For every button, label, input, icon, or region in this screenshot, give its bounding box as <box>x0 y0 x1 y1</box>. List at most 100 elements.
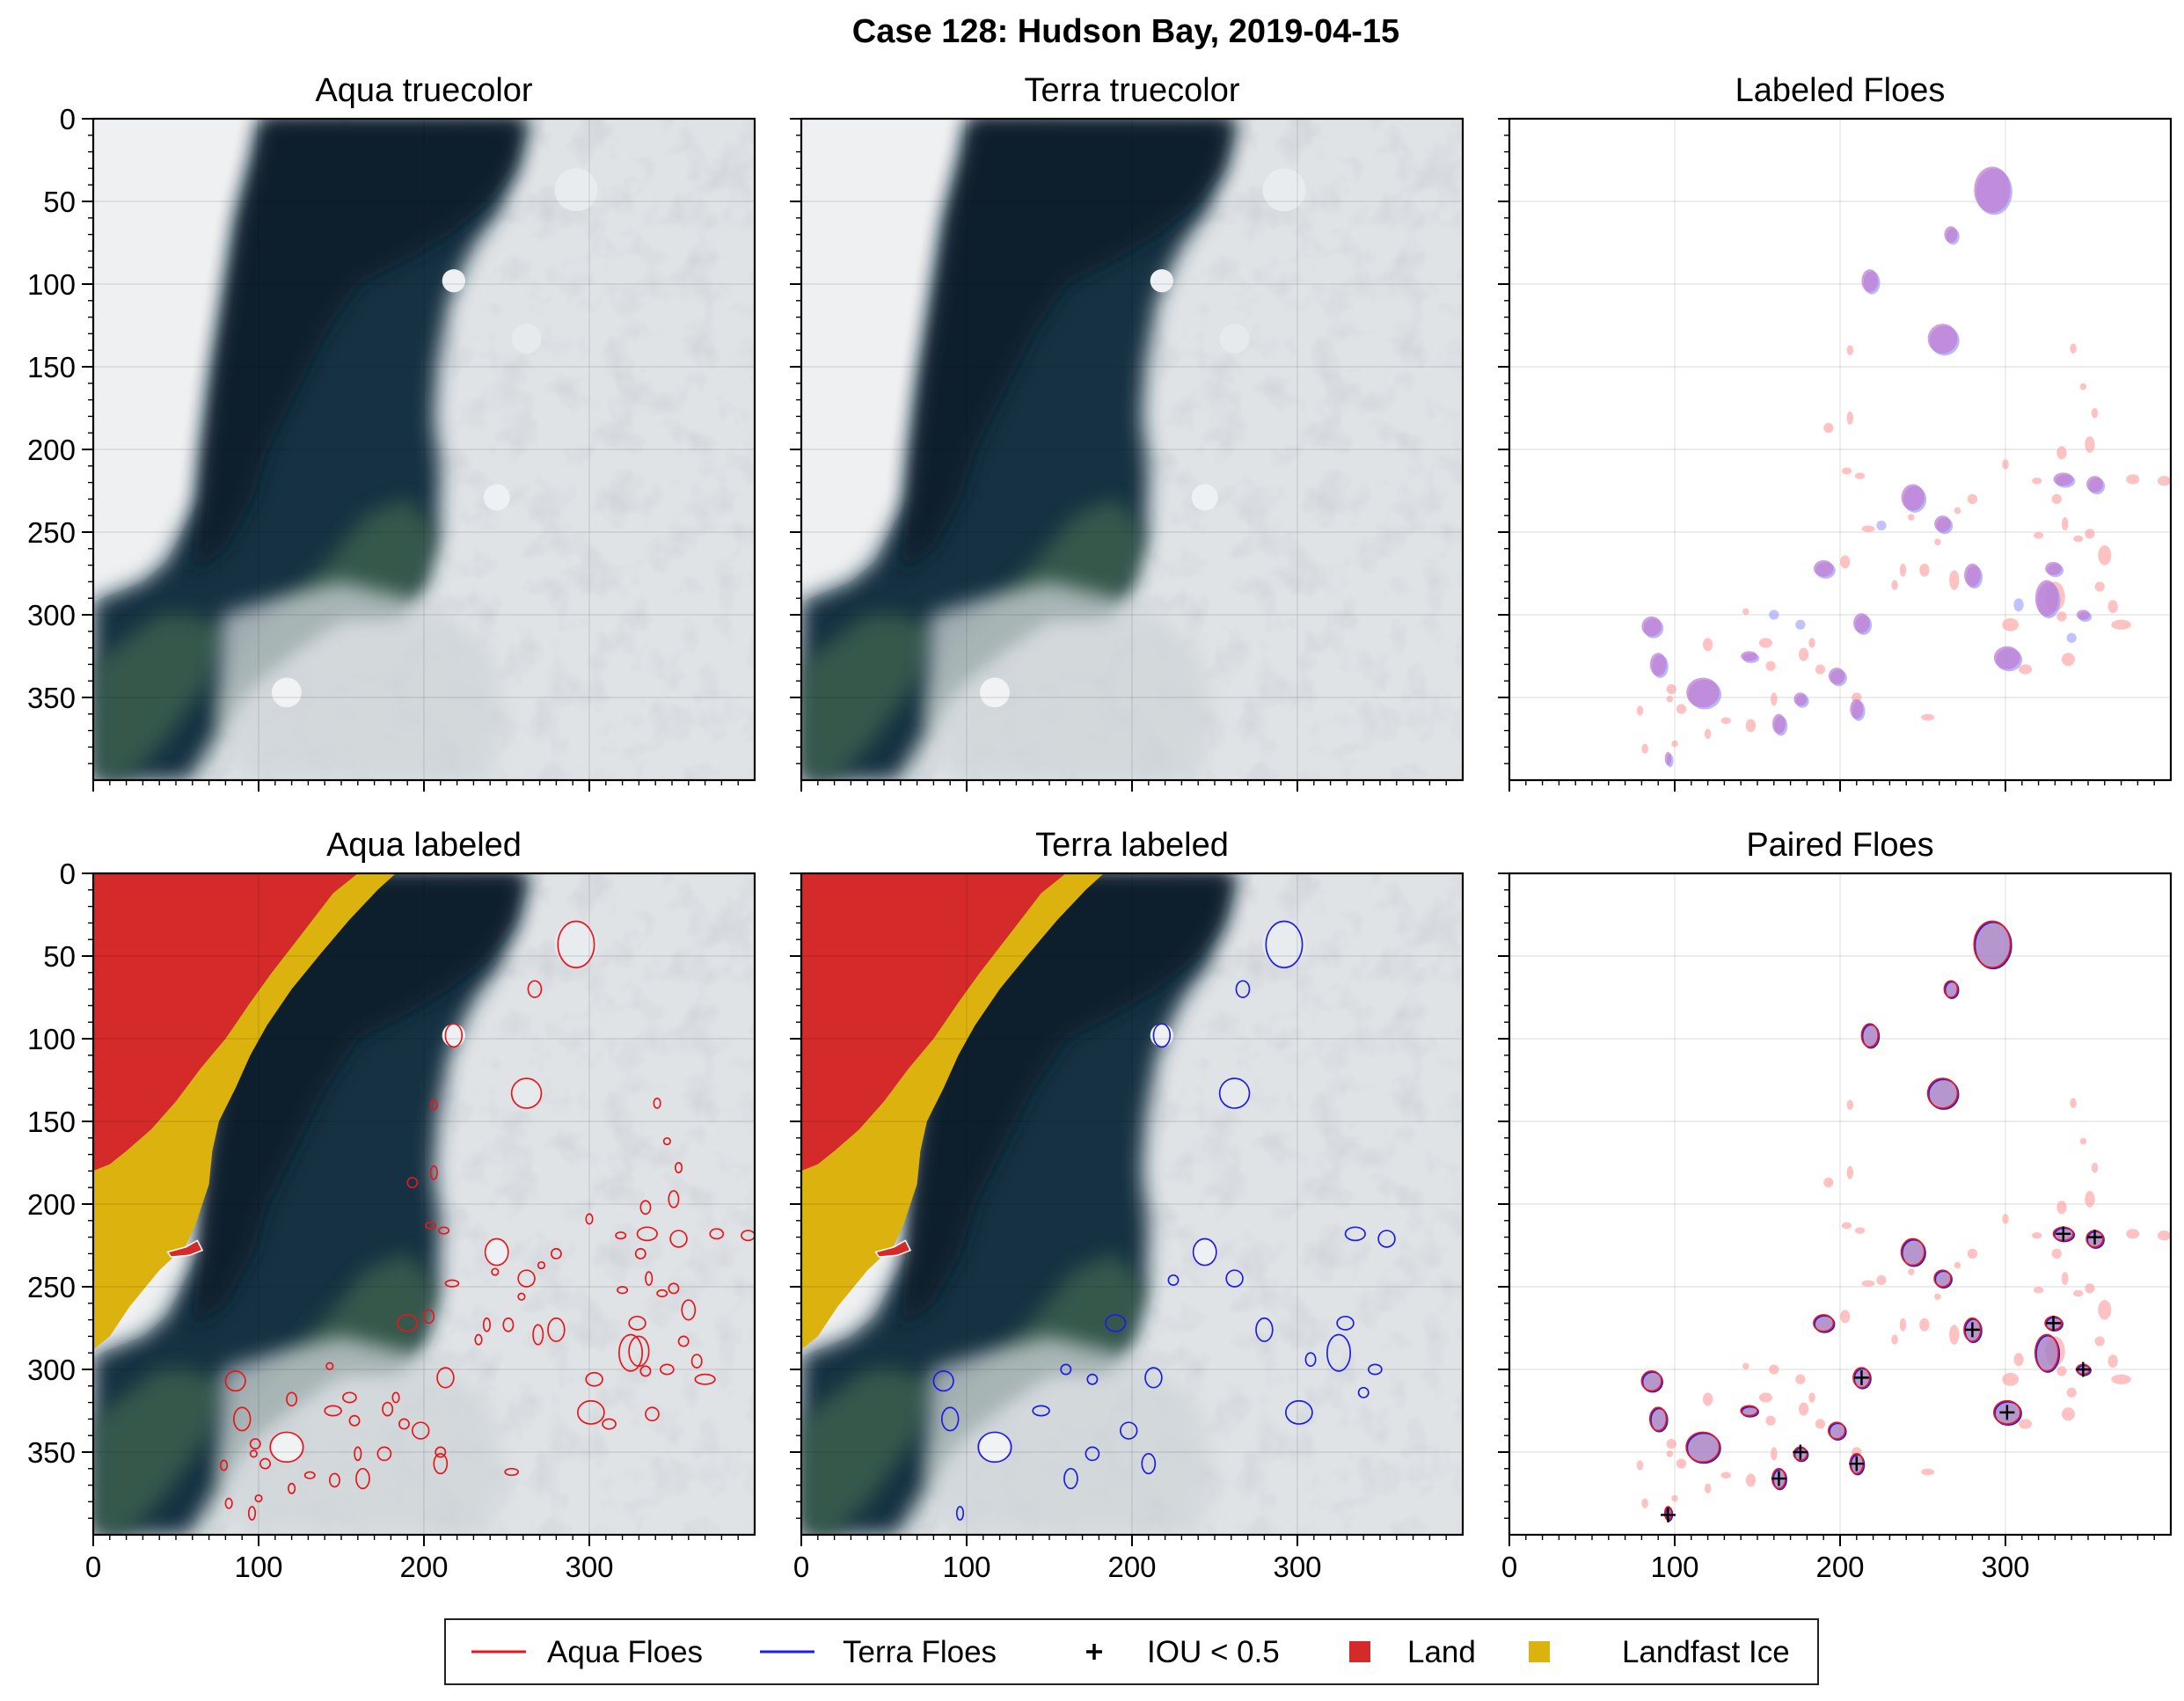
overlap-floe-mask-15 <box>1850 698 1864 719</box>
aqua-unpaired-floe-31 <box>348 1414 361 1427</box>
panel-title-terra-truecolor: Terra truecolor <box>1025 72 1240 109</box>
plot-area-aqua-labeled <box>93 873 755 1535</box>
panel-labeled-floes: Labeled Floes <box>1498 72 2173 792</box>
aqua-floe-mask-9 <box>2061 517 2069 531</box>
unpaired-floe-mask-36 <box>1815 1419 1826 1429</box>
plot-area-aqua-truecolor <box>93 119 755 780</box>
x-tick-label-aqua-labeled-0: 0 <box>85 1551 101 1583</box>
unpaired-floe-mask-12 <box>2056 1201 2067 1215</box>
terra-floe-2 <box>977 1431 1012 1464</box>
panel-paired-floes: Paired Floes 0 100 200 300 <box>1498 827 2173 1583</box>
y-tick-label-aqua-labeled-50: 50 <box>43 940 76 973</box>
unpaired-terra-mask-0 <box>2013 1353 2024 1367</box>
aqua-floe-1 <box>510 1077 543 1109</box>
aqua-floe-mask-42 <box>1641 743 1648 754</box>
aqua-floe-mask-43 <box>1666 696 1674 703</box>
aqua-unpaired-floe-18 <box>639 1365 652 1377</box>
aqua-unpaired-floe-13 <box>668 1190 680 1208</box>
panel-terra-labeled: Terra labeled 0 100 200 300 <box>790 827 1465 1583</box>
legend-entry-terra-floes: Terra Floes <box>760 1635 997 1669</box>
legend-label-landfast-ice: Landfast Ice <box>1622 1635 1790 1669</box>
aqua-floe-mask-14 <box>2085 529 2095 539</box>
aqua-floe-2 <box>269 1431 304 1464</box>
y-tick-label-aqua-truecolor-200: 200 <box>27 434 76 466</box>
paired-terra-outline-2 <box>1686 1432 1721 1464</box>
aqua-unpaired-floe-21 <box>709 1228 725 1240</box>
aqua-unpaired-floe-9 <box>645 1271 654 1286</box>
overlap-floe-mask-1 <box>1927 324 1958 354</box>
aqua-floe-mask-2 <box>1899 563 1907 577</box>
paired-terra-outline-7 <box>1650 1407 1669 1433</box>
aqua-floe-mask-53 <box>1854 472 1866 479</box>
y-tick-label-aqua-truecolor-350: 350 <box>27 682 76 714</box>
overlap-floe-mask-3 <box>1901 484 1925 511</box>
paired-terra-outline-4 <box>1861 1024 1881 1049</box>
aqua-unpaired-floe-46 <box>504 1467 520 1477</box>
aqua-unpaired-floe-52 <box>406 1177 419 1189</box>
aqua-floe-mask-52 <box>1823 422 1834 434</box>
terra-floe-6 <box>932 1370 954 1392</box>
x-tick-label-aqua-labeled-300: 300 <box>565 1551 613 1583</box>
aqua-floe-mask-51 <box>1908 514 1915 521</box>
aqua-floe-mask-28 <box>1934 538 1941 546</box>
paired-terra-outline-3 <box>1901 1238 1926 1267</box>
iou-marker-10 <box>1661 1507 1676 1522</box>
unpaired-floe-mask-24 <box>2070 1098 2077 1108</box>
unpaired-floe-mask-11 <box>2051 1248 2062 1259</box>
aqua-floe-mask-4 <box>1919 563 1930 577</box>
overlap-floe-mask-22 <box>2045 561 2062 575</box>
unpaired-floe-mask-6 <box>2002 1372 2020 1386</box>
overlap-floe-mask-20 <box>2053 472 2074 486</box>
paired-floe-fill-9 <box>1934 1270 1951 1287</box>
paired-floe-fill-13 <box>1828 1422 1845 1439</box>
aqua-floe-mask-17 <box>2111 619 2131 630</box>
aqua-floe-0 <box>557 920 595 969</box>
aqua-unpaired-floe-35 <box>382 1401 394 1417</box>
paired-terra-outline-13 <box>1829 1422 1847 1441</box>
terra-floe-4 <box>1152 1023 1172 1048</box>
unpaired-floe-mask-1 <box>1861 1280 1875 1287</box>
overlap-floe-mask-10 <box>1993 646 2020 670</box>
aqua-floe-mask-35 <box>1799 647 1809 661</box>
aqua-floe-18 <box>247 1506 257 1521</box>
unpaired-floe-mask-51 <box>1908 1268 1915 1275</box>
grid-lines <box>801 873 1463 1535</box>
terra-unpaired-floe-3 <box>1060 1363 1072 1376</box>
x-tick-label-aqua-labeled-100: 100 <box>234 1551 282 1583</box>
aqua-unpaired-floe-37 <box>249 1438 261 1450</box>
unpaired-floe-mask-5 <box>1949 1325 1960 1345</box>
aqua-floe-mask-16 <box>2107 600 2118 614</box>
legend-label-terra-floes: Terra Floes <box>843 1635 997 1669</box>
terra-unpaired-floe-4 <box>1086 1373 1099 1385</box>
aqua-unpaired-floe-26 <box>615 1231 627 1240</box>
unpaired-terra-mask-1 <box>2066 1387 2077 1398</box>
aqua-unpaired-floe-51 <box>491 1267 500 1276</box>
aqua-floe-3 <box>484 1237 509 1267</box>
aqua-floe-mask-34 <box>1771 692 1778 706</box>
aqua-unpaired-floe-10 <box>656 1289 668 1298</box>
terra-floe-11 <box>1326 1333 1352 1372</box>
unpaired-floe-mask-23 <box>2091 1163 2099 1173</box>
paired-aqua-outline-1 <box>1926 1077 1959 1109</box>
iou-marker-9 <box>1771 1471 1786 1486</box>
paired-aqua-outline-10 <box>1992 1399 2021 1425</box>
overlap-floe-mask-5 <box>1944 226 1958 243</box>
x-tick-label-paired-floes-300: 300 <box>1981 1551 2029 1583</box>
y-tick-label-aqua-truecolor-150: 150 <box>27 351 76 383</box>
paired-terra-outline-8 <box>1814 1315 1836 1333</box>
legend-entry-landfast-ice: Landfast Ice <box>1529 1635 1790 1669</box>
paired-terra-outline-6 <box>1641 1371 1663 1393</box>
legend-swatch-land <box>1349 1641 1370 1662</box>
overlap-floe-mask-11 <box>2034 580 2059 617</box>
unpaired-floe-mask-18 <box>2056 1366 2067 1376</box>
y-tick-label-aqua-labeled-250: 250 <box>27 1271 76 1303</box>
terra-floe-23 <box>1367 1363 1383 1376</box>
aqua-floe-20 <box>636 1226 658 1242</box>
unpaired-floe-mask-53 <box>1854 1227 1866 1234</box>
aqua-floe-mask-44 <box>1702 638 1713 652</box>
unpaired-floe-mask-56 <box>1846 1099 1854 1110</box>
paired-floe-fill-0 <box>1974 921 2011 968</box>
grid-lines <box>801 119 1463 780</box>
overlap-floe-mask-14 <box>1853 613 1870 633</box>
aqua-unpaired-floe-8 <box>617 1286 629 1295</box>
